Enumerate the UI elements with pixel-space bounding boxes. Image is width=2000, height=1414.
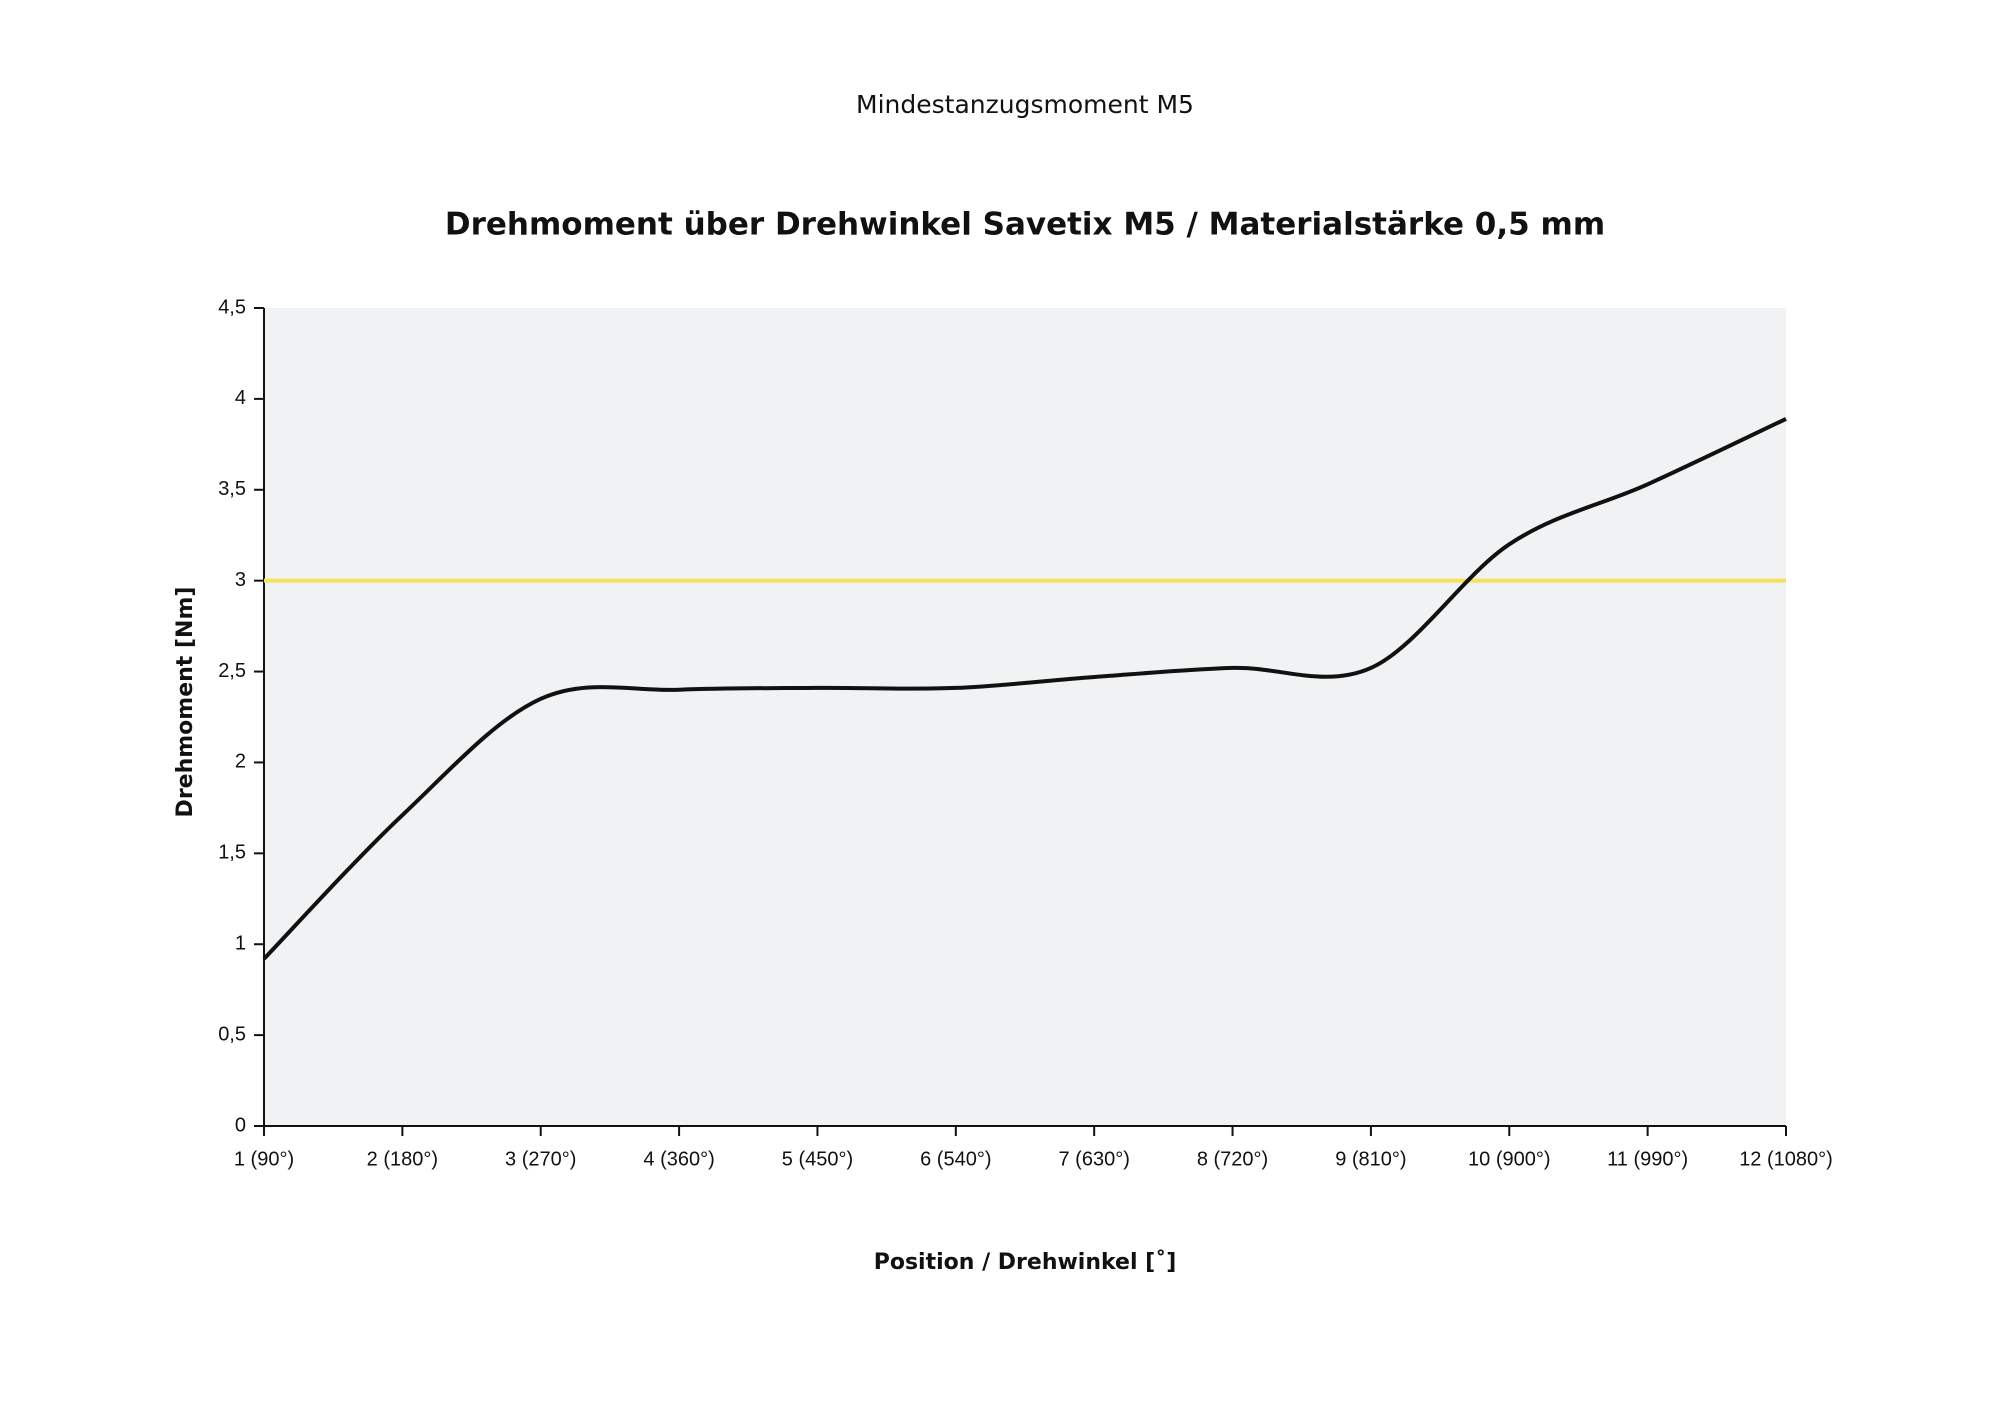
- chart-title: Drehmoment über Drehwinkel Savetix M5 / …: [445, 207, 1605, 243]
- x-tick-label: 7 (630°): [1058, 1148, 1129, 1170]
- x-tick-label: 12 (1080°): [1739, 1148, 1833, 1170]
- y-tick-label: 1: [235, 933, 246, 955]
- y-tick-label: 0,5: [218, 1023, 246, 1045]
- y-tick-label: 4,5: [218, 296, 246, 318]
- data-line: [262, 417, 1787, 961]
- plot-area: [264, 308, 1786, 1126]
- x-tick-label: 3 (270°): [505, 1148, 576, 1170]
- x-axis-label: Position / Drehwinkel [˚]: [874, 1250, 1177, 1275]
- x-tick-label: 8 (720°): [1197, 1148, 1268, 1170]
- x-tick-label: 5 (450°): [782, 1148, 853, 1170]
- y-tick-label: 0: [235, 1114, 246, 1136]
- x-tick-label: 10 (900°): [1468, 1148, 1551, 1170]
- y-tick-label: 2: [235, 751, 246, 773]
- x-tick-label: 9 (810°): [1335, 1148, 1406, 1170]
- x-tick-label: 4 (360°): [643, 1148, 714, 1170]
- x-tick-label: 6 (540°): [920, 1148, 991, 1170]
- supertitle: Mindestanzugsmoment M5: [856, 90, 1194, 119]
- y-tick-label: 1,5: [218, 842, 246, 864]
- y-axis-label: Drehmoment [Nm]: [173, 587, 198, 818]
- x-tick-label: 1 (90°): [234, 1148, 294, 1170]
- y-tick-label: 3: [235, 569, 246, 591]
- y-tick-label: 2,5: [218, 660, 246, 682]
- y-tick-label: 4: [235, 387, 246, 409]
- x-tick-label: 11 (990°): [1607, 1148, 1688, 1170]
- x-tick-label: 2 (180°): [367, 1148, 438, 1170]
- y-tick-label: 3,5: [218, 478, 246, 500]
